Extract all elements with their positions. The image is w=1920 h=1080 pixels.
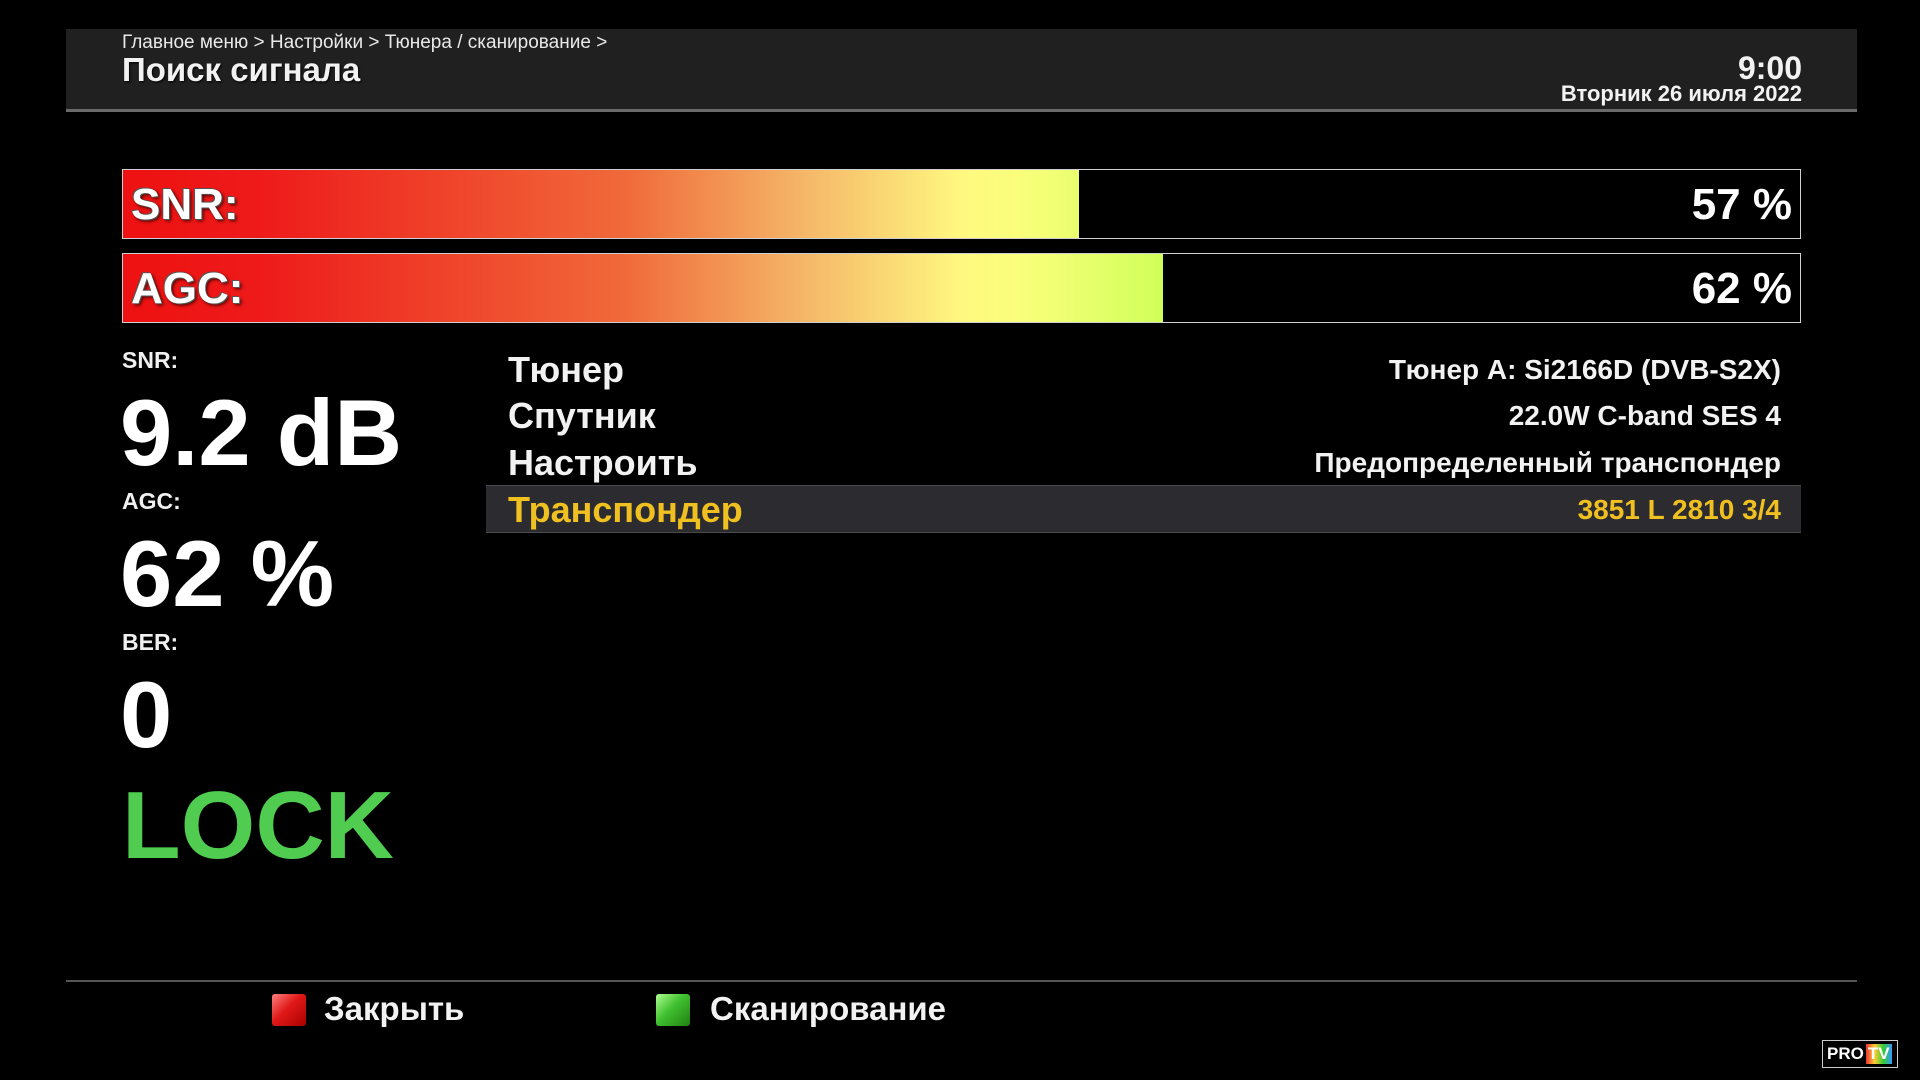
snr-value: 9.2 dB xyxy=(120,380,403,485)
close-button[interactable]: Закрыть xyxy=(324,990,465,1027)
bar-label: SNR: xyxy=(131,180,239,229)
setting-value: 3851 L 2810 3/4 xyxy=(1577,494,1781,525)
setting-row-setup[interactable]: Настроить Предопределенный транспондер xyxy=(486,439,1801,485)
setting-label: Спутник xyxy=(508,395,656,436)
ber-value: 0 xyxy=(120,662,173,767)
bar-empty xyxy=(1078,170,1800,238)
setting-label: Транспондер xyxy=(508,489,743,530)
bar-percent: 62 % xyxy=(1691,264,1792,313)
agc-value: 62 % xyxy=(120,521,335,626)
setting-label: Тюнер xyxy=(508,349,625,390)
setting-value: Тюнер A: Si2166D (DVB-S2X) xyxy=(1388,354,1781,385)
scan-button[interactable]: Сканирование xyxy=(710,990,947,1027)
agc-label: AGC: xyxy=(122,488,181,514)
lock-status: LOCK xyxy=(122,772,394,879)
clock-time: 9:00 xyxy=(1737,50,1802,86)
agc-level-bar: AGC: 62 % xyxy=(122,253,1801,323)
watermark-logo: PRO TV xyxy=(1822,1040,1898,1068)
snr-label: SNR: xyxy=(122,347,179,373)
page-title: Поиск сигнала xyxy=(122,51,361,88)
header-bar: Главное меню > Настройки > Тюнера / скан… xyxy=(66,29,1857,112)
setting-label: Настроить xyxy=(508,442,698,483)
red-key-icon xyxy=(272,994,306,1026)
clock-date: Вторник 26 июля 2022 xyxy=(1560,81,1802,106)
setting-value: 22.0W C-band SES 4 xyxy=(1508,400,1781,431)
bar-label: AGC: xyxy=(131,264,244,313)
setting-value: Предопределенный транспондер xyxy=(1314,447,1781,478)
breadcrumb: Главное меню > Настройки > Тюнера / скан… xyxy=(122,32,608,53)
logo-tv: TV xyxy=(1865,1044,1892,1064)
green-key-icon xyxy=(656,994,690,1026)
setting-row-transponder[interactable]: Транспондер 3851 L 2810 3/4 xyxy=(486,485,1801,533)
ber-label: BER: xyxy=(122,629,179,655)
bar-empty xyxy=(1162,254,1800,322)
footer-divider xyxy=(66,980,1857,982)
setting-row-satellite[interactable]: Спутник 22.0W C-band SES 4 xyxy=(486,392,1801,438)
setting-row-tuner[interactable]: Тюнер Тюнер A: Si2166D (DVB-S2X) xyxy=(486,346,1801,392)
logo-text: PRO xyxy=(1827,1044,1864,1063)
snr-level-bar: SNR: 57 % xyxy=(122,169,1801,239)
bar-percent: 57 % xyxy=(1691,180,1792,229)
